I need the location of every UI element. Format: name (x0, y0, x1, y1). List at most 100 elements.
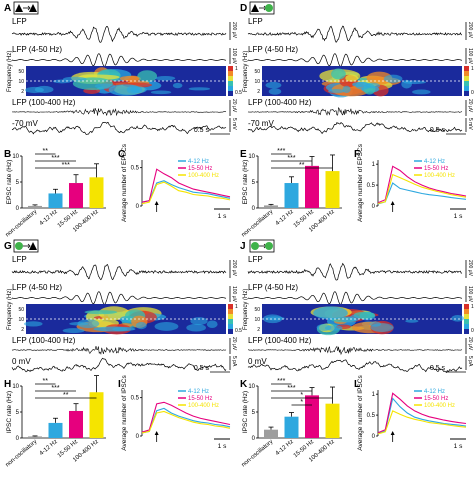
trace-label: LFP (248, 17, 263, 26)
trace-label: 0 mV (248, 357, 267, 366)
lfp-filtered-trace (11, 291, 227, 305)
spectrogram (24, 66, 226, 96)
frequency-tick: 50 (18, 69, 24, 75)
colorbar-cell (228, 81, 233, 86)
spectrogram (262, 304, 464, 336)
significance-stars: *** (287, 155, 295, 162)
bar (28, 436, 42, 438)
lfp-trace (247, 262, 463, 281)
spectrogram-ylabel: Frequency (Hz) (7, 51, 13, 92)
connection-box (249, 239, 275, 253)
colorbar-tick: 1 (471, 304, 474, 310)
circle-icon (265, 4, 273, 12)
y-tick-label: 5 (252, 410, 256, 416)
panel-letter: L (354, 379, 360, 390)
legend-label: 4-12 Hz (424, 389, 445, 395)
series-line (141, 181, 231, 205)
scale-label: 20 μV (467, 99, 473, 113)
y-tick-label: 0 (372, 434, 376, 440)
colorbar-tick: 1 (471, 66, 474, 72)
arrow-up-icon (154, 431, 159, 435)
legend-label: 15-50 Hz (188, 396, 212, 402)
colorbar-cell (464, 324, 469, 329)
time-scale-label: 0.5 s (430, 365, 446, 372)
bar (89, 177, 104, 208)
legend-label: 100-400 Hz (424, 403, 455, 409)
power-blob (451, 315, 464, 322)
scale-label: 100 μV (467, 48, 473, 65)
trace-label: LFP (4-50 Hz) (248, 45, 298, 54)
trace-label: LFP (4-50 Hz) (12, 283, 62, 292)
lfp-trace (11, 263, 227, 281)
frequency-tick: 50 (254, 307, 260, 313)
colorbar: 10.5 (228, 304, 242, 334)
legend-label: 15-50 Hz (188, 166, 212, 172)
panel-letter: A (4, 3, 11, 14)
power-blob (327, 88, 345, 94)
triangle-icon (29, 4, 37, 12)
spectrogram-ylabel: Frequency (Hz) (243, 289, 249, 330)
significance-stars: ** (43, 378, 49, 385)
colorbar-cell (228, 324, 233, 329)
bar (305, 395, 319, 438)
power-blob (155, 75, 176, 81)
colorbar-cell (464, 329, 469, 334)
y-tick-label: 0 (16, 206, 20, 212)
y-tick-label: 10 (12, 154, 19, 160)
connection-box (249, 1, 275, 15)
lfp-hf-trace (11, 346, 227, 355)
power-blob (265, 81, 282, 89)
frequency-tick: 50 (18, 307, 24, 313)
series-line (377, 410, 467, 435)
y-tick-label: 5 (16, 410, 20, 416)
scale-label: 200 μV (467, 260, 473, 277)
power-blob (342, 85, 351, 94)
y-tick-label: 0 (16, 436, 20, 442)
lfp-filtered-trace (247, 291, 463, 305)
power-blob (412, 89, 431, 95)
membrane-trace (247, 121, 463, 135)
time-scale-label: 0.5 s (194, 127, 210, 134)
trace-label: LFP (12, 17, 27, 26)
lfp-hf-trace (247, 107, 463, 116)
series-line (377, 173, 467, 205)
frequency-tick: 50 (254, 69, 260, 75)
scale-label: 100 μV (231, 286, 237, 303)
bar (325, 403, 340, 438)
panel-letter: J (240, 241, 246, 252)
trace-label: LFP (100-400 Hz) (248, 98, 312, 107)
colorbar-cell (464, 309, 469, 314)
power-blob (355, 81, 371, 90)
series-line (141, 401, 231, 433)
legend-label: 100-400 Hz (188, 403, 219, 409)
power-blob (316, 324, 332, 331)
power-blob (150, 90, 172, 95)
colorbar-tick: 0.5 (235, 90, 242, 96)
panel-letter: D (240, 3, 247, 14)
time-scale-label: 1 s (454, 213, 463, 220)
panel-letter: B (4, 149, 11, 160)
y-tick-label: 0.5 (367, 413, 376, 419)
colorbar-cell (228, 76, 233, 81)
series-line (141, 407, 231, 434)
power-blob (52, 79, 72, 84)
y-tick-label: 0.5 (131, 166, 140, 172)
arrow-up-icon (390, 431, 395, 435)
y-tick-label: 0.5 (131, 396, 140, 402)
power-blob (331, 68, 346, 80)
colorbar-cell (228, 329, 233, 334)
time-scale-label: 1 s (218, 213, 227, 220)
significance-stars: *** (51, 385, 59, 392)
significance-stars: *** (287, 385, 295, 392)
spectrogram (262, 66, 462, 98)
trace-label: -70 mV (12, 119, 38, 128)
arrow-up-icon (390, 201, 395, 205)
significance-stars: *** (277, 378, 285, 385)
panel-letter: I (118, 379, 121, 390)
frequency-tick: 10 (254, 317, 260, 323)
y-axis-label: Average number of EPSCs (357, 143, 364, 222)
